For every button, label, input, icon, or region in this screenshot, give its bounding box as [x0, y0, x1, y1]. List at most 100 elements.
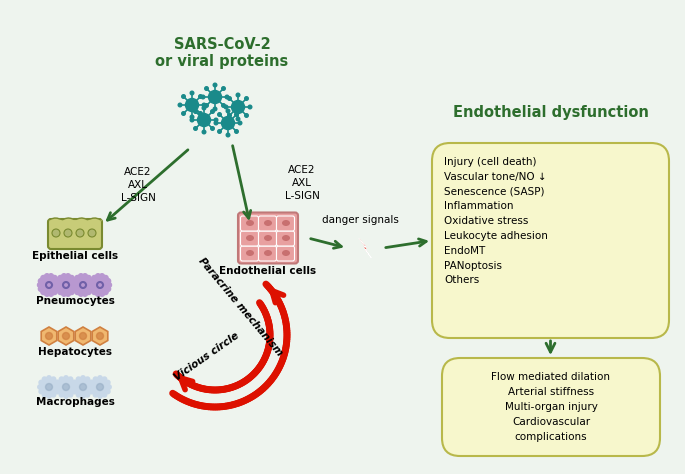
Circle shape — [88, 279, 94, 283]
Circle shape — [199, 95, 202, 98]
Circle shape — [98, 394, 102, 398]
Circle shape — [55, 385, 60, 389]
Text: Injury (cell death)
Vascular tone/NO ↓
Senescence (SASP)
Inflammation
Oxidative : Injury (cell death) Vascular tone/NO ↓ S… — [444, 157, 548, 285]
FancyBboxPatch shape — [258, 246, 277, 261]
Circle shape — [51, 377, 55, 382]
Circle shape — [102, 377, 107, 382]
Ellipse shape — [88, 229, 96, 237]
Circle shape — [205, 104, 208, 107]
Circle shape — [45, 332, 53, 339]
Circle shape — [227, 114, 232, 117]
Circle shape — [71, 283, 77, 288]
Ellipse shape — [282, 220, 290, 226]
Circle shape — [95, 273, 101, 279]
Circle shape — [42, 377, 47, 382]
Circle shape — [69, 275, 74, 281]
Circle shape — [73, 283, 77, 288]
Circle shape — [178, 103, 182, 107]
Circle shape — [202, 103, 206, 107]
Circle shape — [194, 127, 197, 130]
Circle shape — [236, 117, 240, 121]
Circle shape — [245, 97, 248, 100]
Circle shape — [38, 286, 43, 292]
Circle shape — [190, 115, 194, 119]
Circle shape — [72, 389, 76, 394]
Circle shape — [55, 283, 60, 288]
Circle shape — [69, 290, 74, 294]
Circle shape — [41, 379, 57, 395]
FancyBboxPatch shape — [240, 246, 258, 261]
Circle shape — [55, 283, 60, 288]
Circle shape — [194, 109, 197, 113]
Circle shape — [232, 100, 245, 113]
Circle shape — [60, 392, 64, 397]
Circle shape — [102, 392, 107, 397]
Circle shape — [68, 392, 73, 397]
Circle shape — [51, 392, 55, 397]
Circle shape — [75, 275, 80, 281]
Circle shape — [88, 380, 93, 385]
Circle shape — [55, 279, 60, 283]
Circle shape — [105, 389, 110, 394]
Circle shape — [236, 93, 240, 97]
Circle shape — [103, 275, 108, 281]
Circle shape — [90, 283, 95, 288]
Circle shape — [213, 83, 216, 87]
Circle shape — [58, 290, 63, 294]
Circle shape — [55, 385, 59, 389]
Ellipse shape — [264, 250, 272, 256]
Circle shape — [38, 283, 42, 288]
Ellipse shape — [246, 235, 254, 241]
Circle shape — [97, 383, 103, 391]
Circle shape — [105, 380, 110, 385]
Circle shape — [245, 114, 248, 117]
Text: danger signals: danger signals — [321, 215, 399, 225]
FancyBboxPatch shape — [240, 231, 258, 246]
Circle shape — [39, 380, 43, 385]
Ellipse shape — [64, 229, 72, 237]
Circle shape — [182, 112, 186, 115]
Circle shape — [72, 380, 76, 385]
Circle shape — [72, 286, 77, 292]
Circle shape — [64, 394, 68, 398]
Circle shape — [90, 385, 95, 389]
Ellipse shape — [246, 220, 254, 226]
Polygon shape — [359, 238, 371, 258]
Circle shape — [49, 273, 53, 279]
Circle shape — [90, 389, 95, 394]
Circle shape — [89, 286, 95, 292]
Circle shape — [75, 379, 91, 395]
Text: Hepatocytes: Hepatocytes — [38, 347, 112, 357]
Circle shape — [41, 275, 46, 281]
Circle shape — [79, 332, 86, 339]
Circle shape — [214, 118, 218, 122]
Circle shape — [190, 91, 194, 95]
Circle shape — [93, 392, 98, 397]
Circle shape — [62, 332, 69, 339]
Circle shape — [107, 385, 111, 389]
Ellipse shape — [76, 229, 84, 237]
Text: Epithelial cells: Epithelial cells — [32, 251, 118, 261]
Circle shape — [92, 290, 97, 294]
FancyBboxPatch shape — [48, 219, 102, 249]
FancyBboxPatch shape — [277, 216, 295, 231]
Circle shape — [205, 87, 208, 91]
Circle shape — [88, 283, 93, 288]
Ellipse shape — [264, 220, 272, 226]
Circle shape — [45, 292, 49, 296]
Text: ACE2
AXL
L-SIGN: ACE2 AXL L-SIGN — [284, 165, 319, 201]
Circle shape — [106, 283, 112, 288]
Circle shape — [103, 290, 108, 294]
Circle shape — [211, 127, 214, 130]
Circle shape — [92, 275, 97, 281]
Circle shape — [214, 121, 218, 125]
Circle shape — [79, 273, 84, 279]
Circle shape — [39, 389, 43, 394]
Circle shape — [55, 389, 59, 394]
Ellipse shape — [246, 250, 254, 256]
Circle shape — [82, 292, 88, 296]
Circle shape — [88, 286, 94, 292]
Circle shape — [226, 133, 229, 137]
Circle shape — [72, 385, 76, 389]
Circle shape — [99, 292, 105, 296]
